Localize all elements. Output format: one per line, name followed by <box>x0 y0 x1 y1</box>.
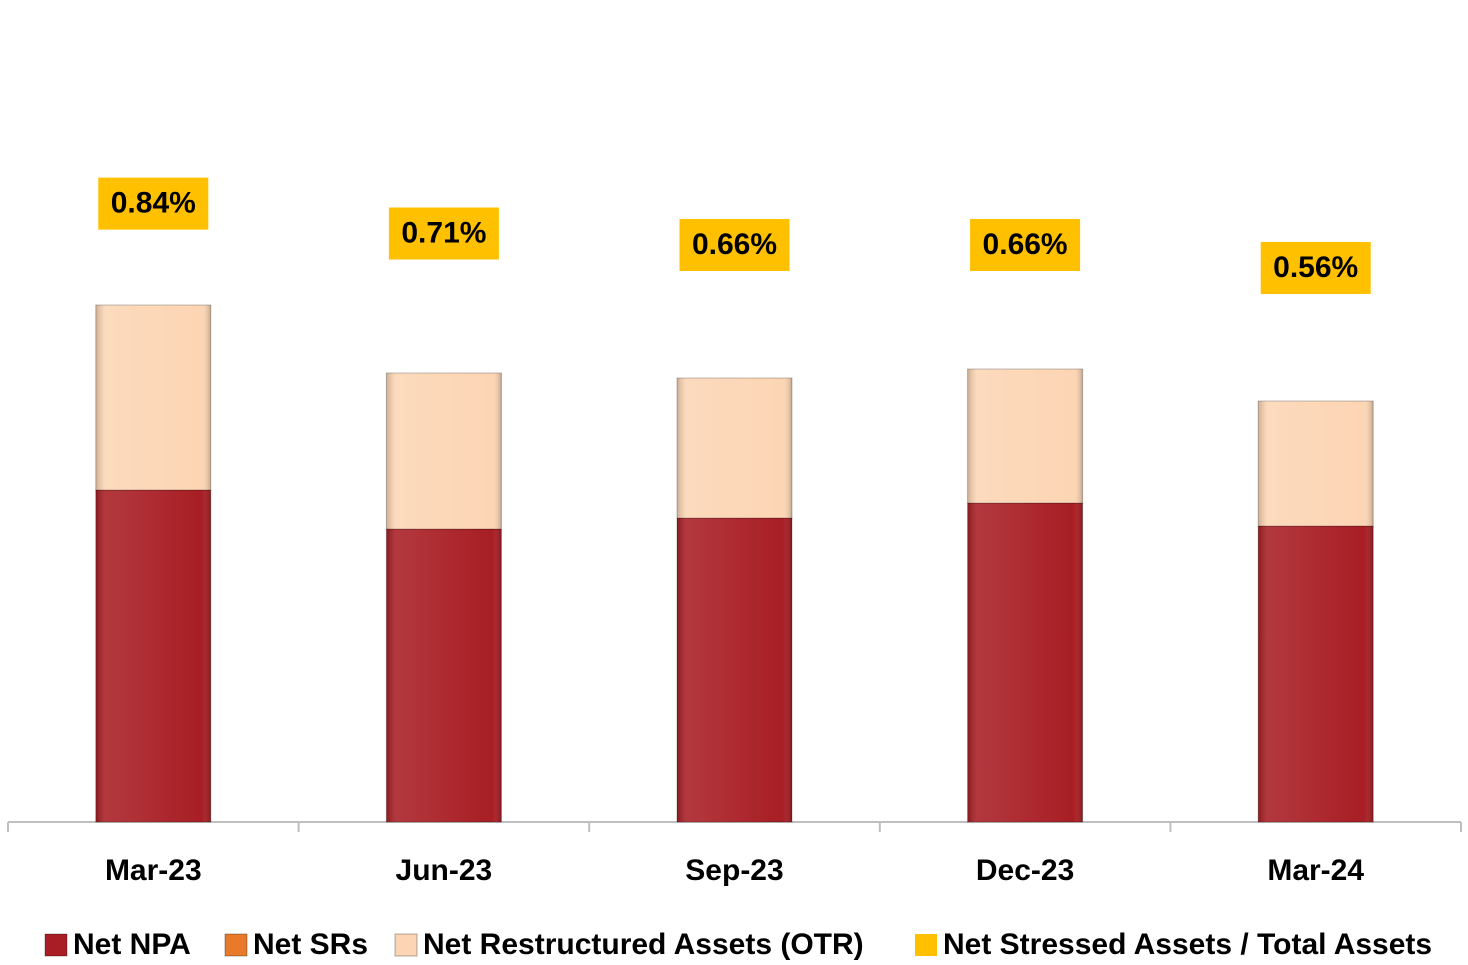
bar-shade <box>677 518 792 822</box>
bar-shade <box>677 378 792 518</box>
legend-label: Net Stressed Assets / Total Assets <box>943 928 1432 961</box>
legend-label: Net Restructured Assets (OTR) <box>423 928 864 961</box>
bar-shade <box>386 529 502 822</box>
x-tick-label: Jun-23 <box>396 854 493 887</box>
bar-shade <box>967 369 1083 503</box>
data-label: 0.84% <box>111 187 196 220</box>
bar-shade <box>386 373 502 529</box>
x-tick-label: Sep-23 <box>685 854 783 887</box>
legend-marker <box>915 934 937 956</box>
data-label: 0.66% <box>983 228 1068 261</box>
data-label: 0.56% <box>1273 251 1358 284</box>
legend-marker <box>224 933 248 957</box>
data-label: 0.71% <box>401 216 486 249</box>
data-label-box <box>970 218 1081 271</box>
bar-shade <box>1258 526 1374 822</box>
x-tick-label: Mar-23 <box>105 854 202 887</box>
legend-marker <box>394 933 418 957</box>
legend-label: Net SRs <box>253 928 368 961</box>
data-label-box <box>679 218 790 271</box>
legend-marker <box>44 933 68 957</box>
data-label-box <box>98 177 209 230</box>
data-label: 0.66% <box>692 228 777 261</box>
data-label-box <box>388 207 499 260</box>
bar-shade <box>1258 401 1374 526</box>
x-tick-label: Mar-24 <box>1267 854 1364 887</box>
bar-shade <box>967 503 1083 822</box>
bar-shade <box>95 490 211 822</box>
data-label-box <box>1260 241 1371 294</box>
bar-shade <box>95 305 211 490</box>
legend-label: Net NPA <box>73 928 191 961</box>
x-tick-label: Dec-23 <box>976 854 1074 887</box>
